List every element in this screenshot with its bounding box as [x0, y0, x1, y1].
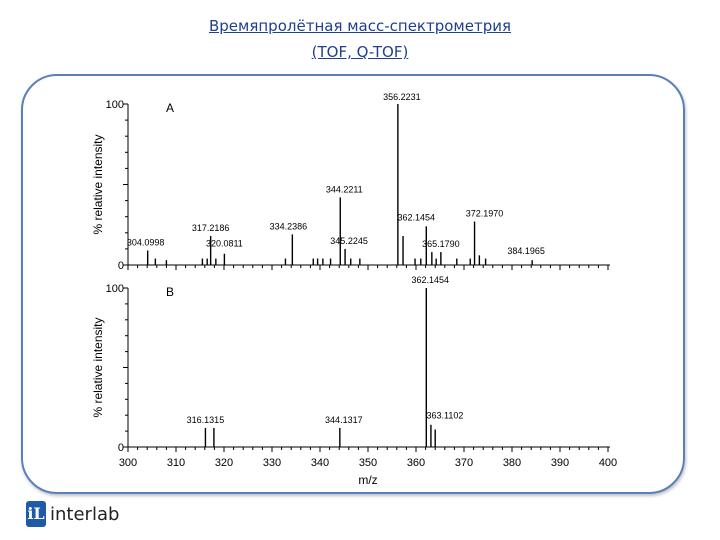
y-tick-label-a: 100	[106, 99, 124, 111]
x-tick-label-b: 310	[167, 457, 185, 469]
x-tick-label-b: 320	[215, 457, 233, 469]
x-tick-label-b: 380	[503, 457, 521, 469]
chart-frame	[21, 74, 685, 494]
peak-label-b: 344.1317	[325, 415, 363, 425]
peak-label-a: 365.1790	[422, 239, 460, 249]
peak-label-a: 304.0998	[127, 238, 165, 248]
x-tick-label-b: 340	[311, 457, 329, 469]
peak-label-a: 320.0811	[206, 239, 243, 249]
x-tick-label-b: 370	[455, 457, 473, 469]
y-axis-label-a: % relative intensity	[91, 134, 105, 234]
peak-label-a: 317.2186	[192, 223, 230, 233]
panel-label-a: A	[166, 101, 174, 115]
peak-label-b: 362.1454	[412, 275, 450, 285]
panel-label-b: B	[166, 285, 174, 299]
slide-title-line2: (TOF, Q-TOF)	[311, 43, 409, 61]
interlab-logo: iL interlab	[26, 500, 119, 528]
peak-label-a: 334.2386	[270, 221, 308, 231]
slide-title-line1: Времяпролётная масс-спектрометрия	[209, 17, 511, 35]
peak-label-a: 362.1454	[398, 212, 436, 222]
peak-label-b: 363.1102	[426, 411, 463, 421]
y-axis-label-b: % relative intensity	[91, 317, 105, 417]
peak-label-a: 356.2231	[383, 92, 421, 102]
y-tick-label-a: 0	[118, 260, 124, 272]
peak-label-a: 345.2245	[330, 236, 368, 246]
peak-label-a: 372.1970	[466, 209, 504, 219]
logo-text: interlab	[50, 503, 120, 525]
y-tick-label-b: 100	[106, 283, 124, 295]
peak-label-a: 384.1965	[507, 246, 545, 256]
x-tick-label-b: 360	[407, 457, 425, 469]
x-axis-label-b: m/z	[358, 473, 377, 487]
x-tick-label-b: 300	[119, 457, 137, 469]
y-tick-label-b: 0	[118, 442, 124, 454]
x-tick-label-b: 350	[359, 457, 377, 469]
x-tick-label-b: 400	[599, 457, 617, 469]
x-tick-label-b: 330	[263, 457, 281, 469]
interlab-logo-icon: iL	[26, 501, 46, 527]
x-tick-label-b: 390	[551, 457, 569, 469]
peak-label-a: 344.2211	[326, 184, 363, 194]
peak-label-b: 316.1315	[187, 415, 225, 425]
